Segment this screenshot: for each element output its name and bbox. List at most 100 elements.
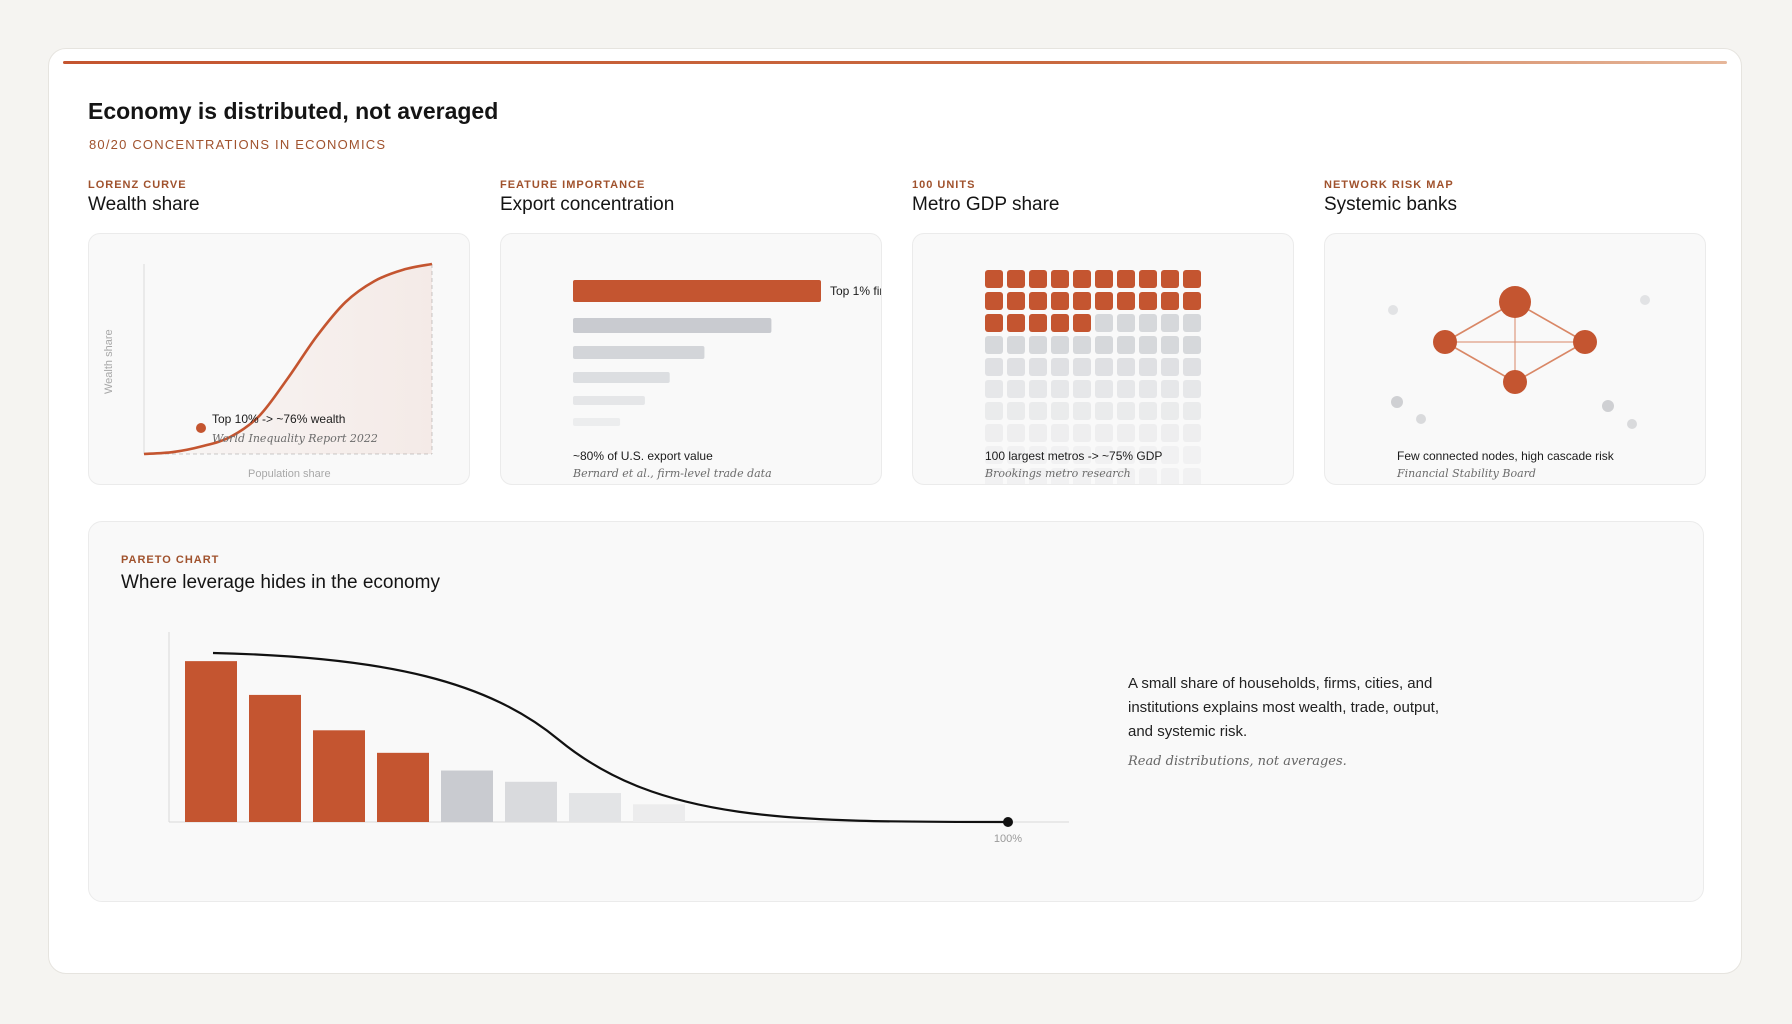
waffle-cell-highlight [985,270,1003,288]
waffle-cell [1051,424,1069,442]
waffle-cell [1073,358,1091,376]
waffle-cell-highlight [1161,270,1179,288]
waffle-cell [985,468,1003,484]
waffle-cell [1161,336,1179,354]
pareto-description: A small share of households, firms, citi… [1128,675,1440,740]
dashboard-frame: Economy is distributed, not averaged 80/… [48,48,1742,974]
lorenz-callout: Top 10% -> ~76% wealth [212,412,346,426]
waffle-cell [1117,336,1135,354]
waffle-cell [1073,424,1091,442]
waffle-cell [1073,446,1091,464]
pareto-kicker: PARETO CHART [121,554,220,566]
waffle-cell [1095,336,1113,354]
waffle-cell [1139,314,1157,332]
waffle-cell-highlight [1095,270,1113,288]
waffle-cell [1029,380,1047,398]
waffle-cell [1139,424,1157,442]
waffle-cell [1117,358,1135,376]
waffle-cell [1161,402,1179,420]
waffle-cell [1073,380,1091,398]
panel-kicker: 100 UNITS [912,179,976,191]
pareto-bar [185,661,237,822]
waffle-cell [1051,402,1069,420]
pareto-note: Read distributions, not averages. [1128,754,1347,769]
waffle-cell-highlight [1073,270,1091,288]
lorenz-curve [143,262,433,456]
network-source: Financial Stability Board [1397,467,1536,480]
waffle-cell-highlight [1029,270,1047,288]
waffle-cell [1183,314,1201,332]
export-bar-label: Top 1% firms [830,284,881,298]
waffle-cell [1117,380,1135,398]
metro-callout: 100 largest metros -> ~75% GDP [985,449,1163,463]
waffle-cell [1029,336,1047,354]
panel-title: Metro GDP share [912,194,1060,215]
waffle-cell [1161,446,1179,464]
pareto-curve [212,651,1009,824]
waffle-cell [1007,336,1025,354]
waffle-cell [1183,446,1201,464]
network-edge [1444,341,1516,383]
lorenz-x-label: Population share [248,468,331,480]
export-bar [573,346,705,359]
network-chart [1388,286,1650,429]
waffle-cell [1139,468,1157,484]
waffle-cell [1051,446,1069,464]
waffle-cell [1183,336,1201,354]
waffle-cell [1007,424,1025,442]
network-core-node [1433,330,1457,354]
waffle-cell [1095,402,1113,420]
pareto-end-marker [1003,817,1013,827]
network-core-node [1503,370,1527,394]
accent-rule [63,61,1727,64]
network-peripheral-node [1416,414,1426,424]
network-peripheral-node [1602,400,1614,412]
waffle-cell-highlight [1051,292,1069,310]
waffle-cell-highlight [1073,314,1091,332]
waffle-cell [1117,424,1135,442]
export-source: Bernard et al., firm-level trade data [573,467,772,480]
waffle-cell [1051,358,1069,376]
metro-source: Brookings metro research [985,467,1131,480]
waffle-cell-highlight [1183,270,1201,288]
waffle-cell [1051,380,1069,398]
network-core-node [1573,330,1597,354]
waffle-cell [1073,336,1091,354]
waffle-cell [1161,468,1179,484]
panel-kicker: LORENZ CURVE [88,179,187,191]
waffle-cell-highlight [985,314,1003,332]
waffle-cell [1073,468,1091,484]
waffle-cell [985,424,1003,442]
waffle-cell [1095,446,1113,464]
pareto-x-end-label: 100% [994,833,1022,845]
waffle-cell [1095,358,1113,376]
waffle-cell [1161,358,1179,376]
waffle-cell [1161,314,1179,332]
waffle-cell [1183,402,1201,420]
pareto-card: PARETO CHART Where leverage hides in the… [88,521,1704,902]
waffle-cell [1029,402,1047,420]
waffle-cell-highlight [985,292,1003,310]
waffle-cell [1161,380,1179,398]
waffle-cell-highlight [1073,292,1091,310]
export-callout: ~80% of U.S. export value [573,449,713,463]
waffle-cell [1161,424,1179,442]
pareto-bar [249,694,301,822]
export-card: Top 1% firms ~80% of U.S. export value B… [500,233,882,485]
waffle-cell [1029,424,1047,442]
waffle-cell [1139,402,1157,420]
network-core-node [1499,286,1531,318]
waffle-cell-highlight [1183,292,1201,310]
lorenz-source: World Inequality Report 2022 [212,432,378,445]
waffle-cell [1051,468,1069,484]
panel-lorenz: LORENZ CURVE Wealth share Wealth share P… [88,179,470,485]
waffle-cell-highlight [1161,292,1179,310]
pareto-title: Where leverage hides in the economy [121,572,440,593]
export-bar [573,318,772,333]
network-peripheral-node [1388,305,1398,315]
waffle-cell [1139,358,1157,376]
lorenz-y-label: Wealth share [103,329,115,394]
waffle-cell [1139,380,1157,398]
waffle-cell [985,336,1003,354]
waffle-cell-highlight [1117,292,1135,310]
